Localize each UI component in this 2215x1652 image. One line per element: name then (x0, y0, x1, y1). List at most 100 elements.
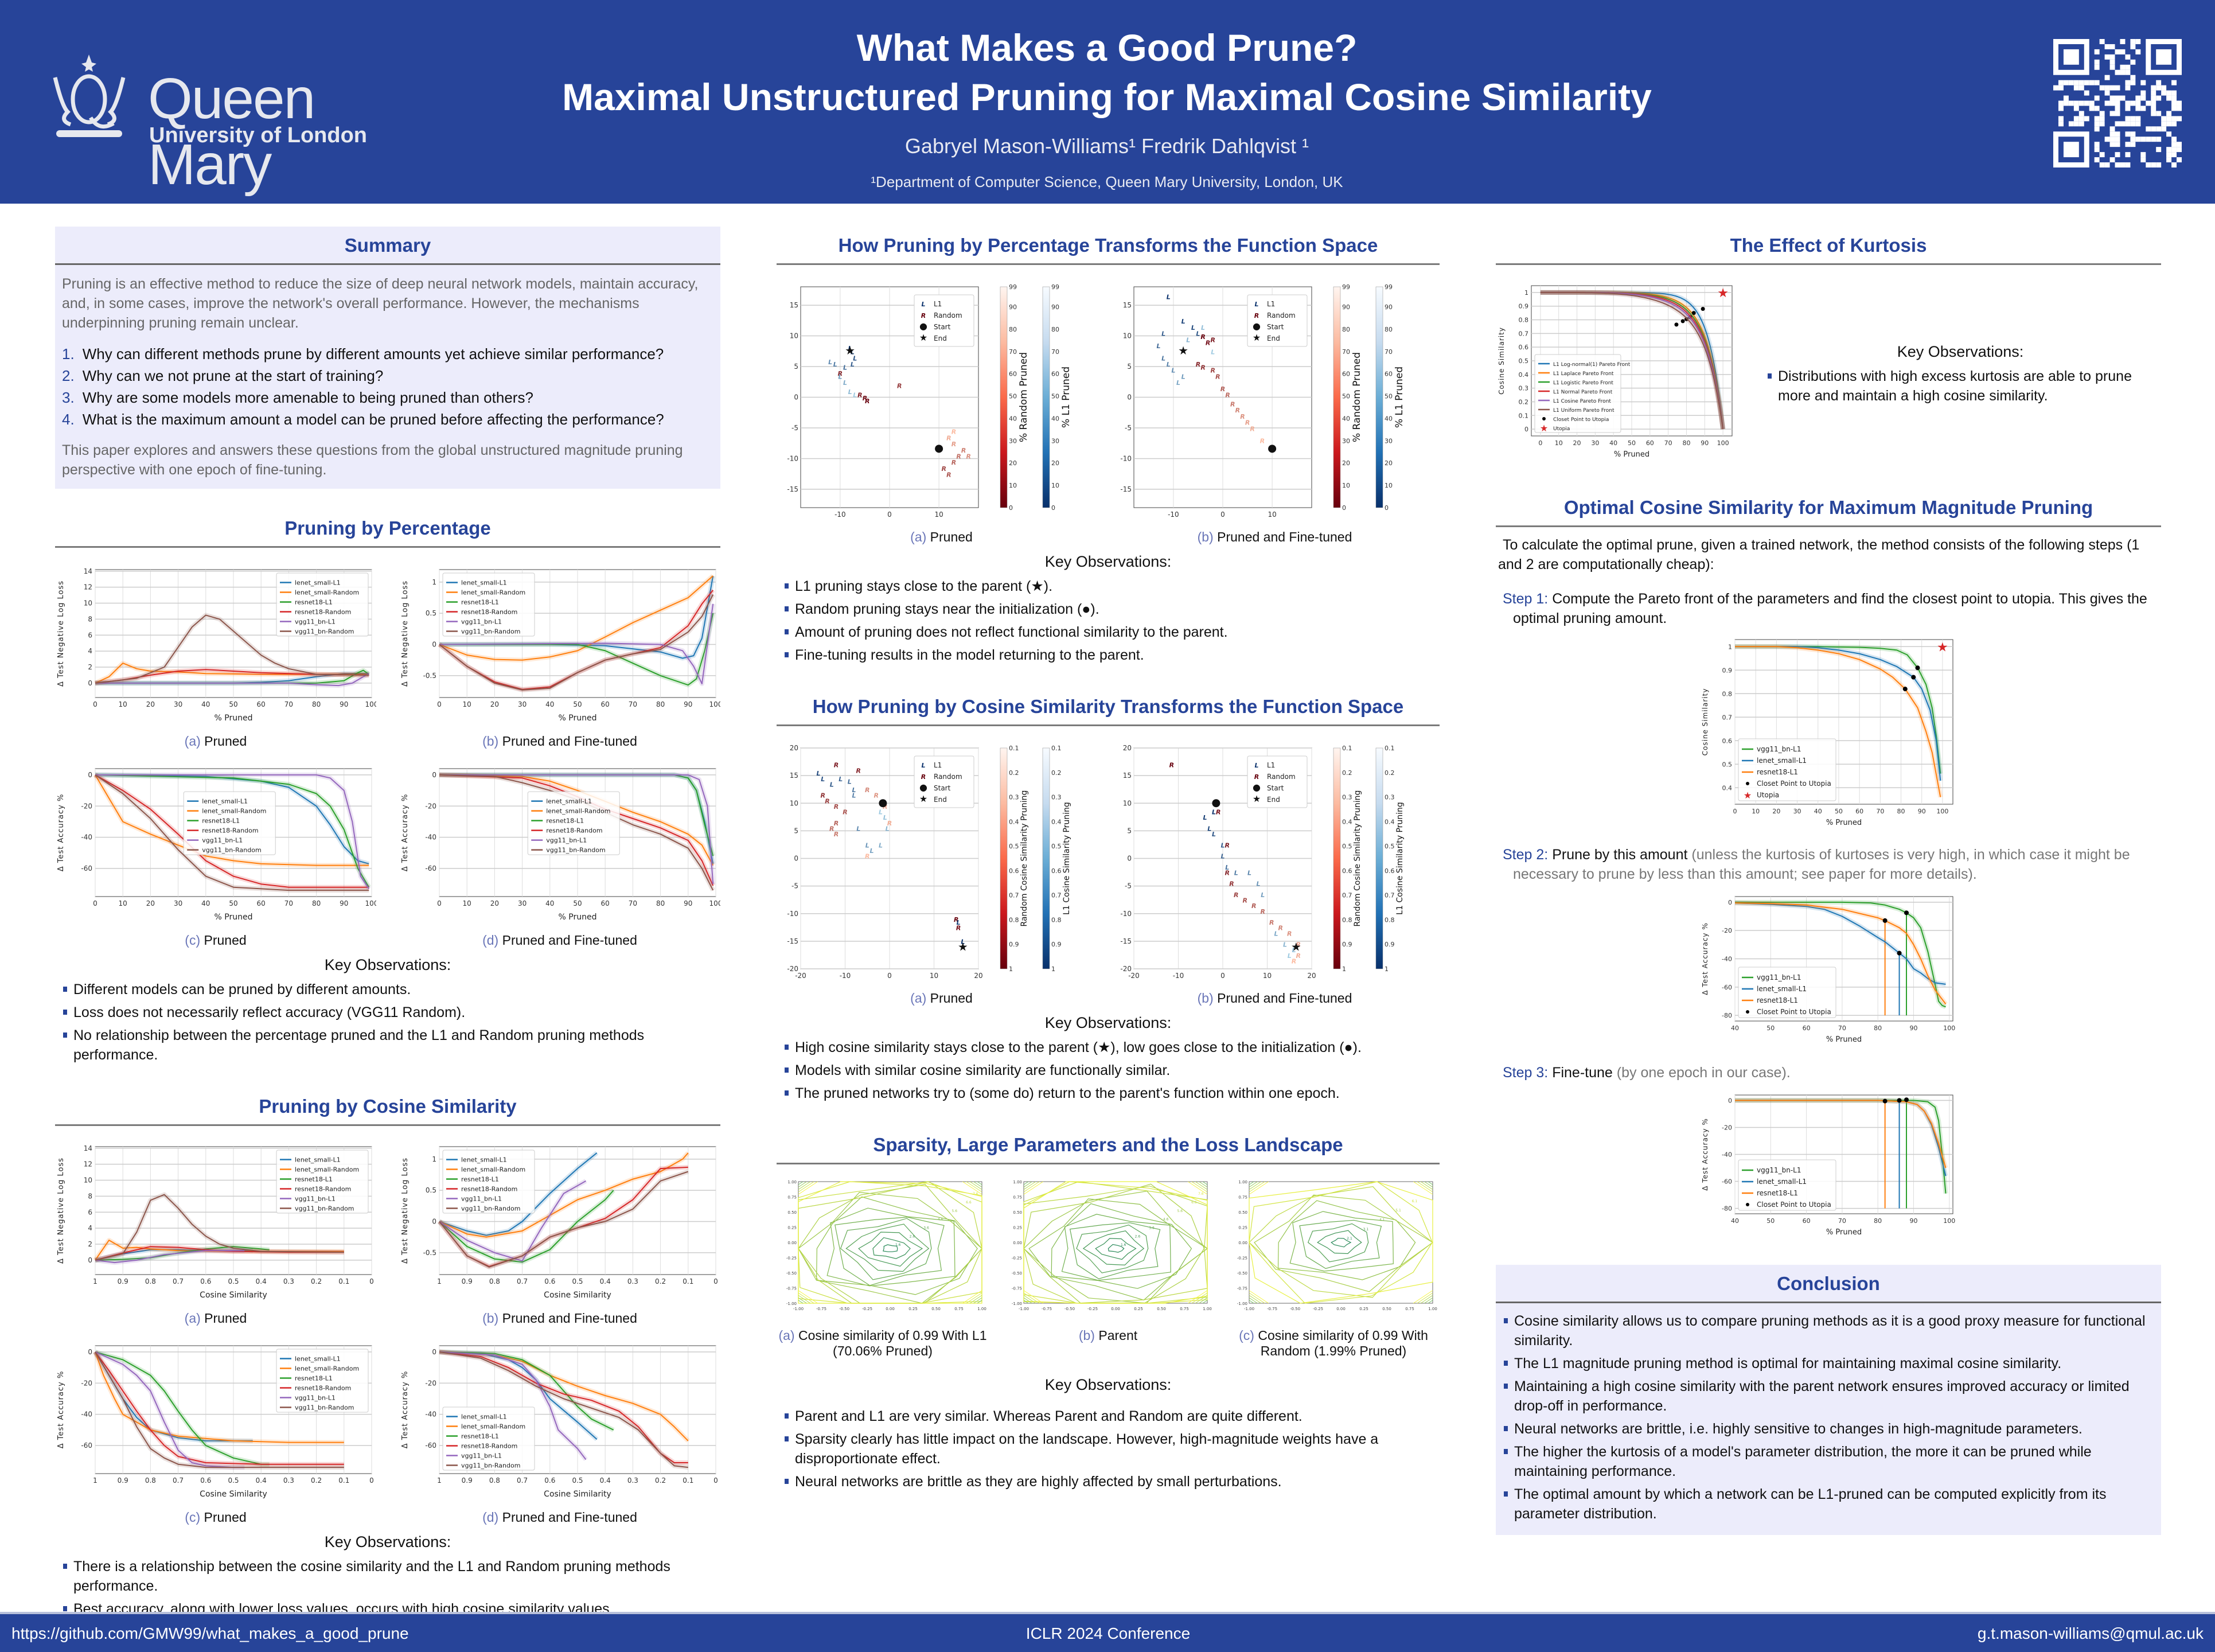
y-tick-label: 1 (1524, 289, 1528, 297)
y-tick-label: -60 (425, 1441, 436, 1450)
pareto-front-chart: 0 10 20 30 40 50 60 70 80 90 100 0.4 0.5 0.6 0.7 0.8 0.9… (1699, 634, 1957, 832)
y-tick-label: 10 (84, 599, 92, 607)
y-tick-label: -60 (1722, 1178, 1732, 1186)
series-line (439, 1190, 614, 1263)
random-point-marker: R (1296, 952, 1301, 960)
colorbar-tick-label: 90 (1009, 303, 1017, 311)
random-point-marker: R (856, 767, 861, 774)
y-tick-label: -80 (1722, 1205, 1732, 1213)
x-tick-label: 100 (1943, 1217, 1955, 1225)
x-tick-label: 10 (1263, 972, 1272, 980)
x-tick-label: 50 (1628, 439, 1636, 447)
x-tick-label: 80 (656, 899, 665, 907)
contour-line (798, 1295, 811, 1304)
key-observations-heading: Key Observations: (1897, 342, 2024, 360)
contour-line (1249, 1298, 1258, 1304)
x-tick-label: 0.50 (931, 1307, 941, 1311)
l1-point-marker: L (869, 847, 873, 855)
series-line (95, 1250, 245, 1264)
y-tick-label: 0.7 (1722, 714, 1733, 721)
qr-code-icon[interactable] (2053, 39, 2182, 167)
colorbar-tick-label: 50 (1009, 393, 1017, 400)
y-tick-label: 0.9 (1519, 303, 1529, 310)
y-tick-label: 1.00 (1013, 1180, 1022, 1185)
y-tick-label: 6 (88, 631, 92, 639)
contour-line (1277, 1200, 1416, 1280)
y-tick-label: -10 (1120, 910, 1132, 918)
poster-header: Queen Mary University of London What Mak… (0, 0, 2215, 204)
y-tick-label: 0.00 (1238, 1241, 1247, 1245)
section-title: How Pruning by Cosine Similarity Transfo… (777, 688, 1440, 726)
observations-list: High cosine similarity stays close to th… (777, 1038, 1440, 1103)
key-observations-heading: Key Observations: (1044, 1376, 1172, 1393)
x-tick-label: 30 (174, 899, 182, 907)
l1-point-marker: L (865, 841, 869, 849)
y-tick-label: 6 (88, 1208, 92, 1216)
email-link[interactable]: g.t.mason-williams@qmul.ac.uk (1977, 1624, 2204, 1642)
contour-line (1417, 1292, 1433, 1304)
random-point-marker: R (843, 809, 847, 816)
colorbar-tick-label: 0.3 (1051, 794, 1062, 801)
contour-line (834, 1217, 945, 1286)
x-tick-label: -10 (1168, 511, 1179, 519)
y-tick-label: -15 (787, 937, 798, 945)
affiliation: ¹Department of Computer Science, Queen M… (871, 173, 1343, 190)
l1-point-marker: L (833, 361, 837, 368)
colorbar-tick-label: 0 (1385, 504, 1389, 512)
legend-label: resnet18-L1 (202, 817, 240, 825)
legend-label: resnet18-L1 (461, 1433, 499, 1440)
contour-line (1420, 1295, 1433, 1304)
l1-point-marker: L (816, 770, 820, 777)
x-tick-label: 70 (1876, 808, 1884, 815)
y-tick-label: 0.7 (1519, 330, 1529, 337)
y-tick-label: -60 (81, 1441, 92, 1450)
closest-point-marker (1691, 311, 1696, 315)
x-tick-label: 0.1 (338, 1476, 349, 1485)
colorbar-tick-label: 40 (1009, 415, 1017, 422)
loss-landscape-parent-contour: -1.00 -0.75 -0.50 -0.25 0.00 0.25 0.50 0.75 1.00… (1002, 1178, 1214, 1322)
series-line (439, 1351, 587, 1460)
x-axis-label: % Pruned (1826, 819, 1862, 827)
legend-label: End (934, 796, 947, 804)
step2-accuracy-chart: 40 50 60 70 80 90 100 -80 -60 -40 -20 0 % Pruned Δ Te… (1699, 891, 1957, 1049)
colorbar (1375, 286, 1383, 508)
contour-line (1249, 1181, 1258, 1187)
observations-list: L1 pruning stays close to the parent (★)… (777, 576, 1440, 665)
step-2: Step 2: Prune by this amount (unless the… (1496, 845, 2161, 884)
l1-point-marker: L (852, 792, 856, 800)
x-tick-label: 90 (1701, 439, 1709, 447)
figure-caption: (b) Pruned and Fine-tuned (1197, 529, 1352, 544)
x-tick-label: 80 (1682, 439, 1690, 447)
colorbar-tick-label: 70 (1342, 348, 1350, 356)
contour-line (1249, 1181, 1262, 1190)
observation-item: Random pruning stays near the initializa… (783, 599, 1433, 619)
x-tick-label: 30 (518, 899, 527, 907)
random-point-marker: R (1260, 438, 1265, 445)
series-line (439, 1351, 689, 1441)
legend-marker-icon: ● (1253, 782, 1261, 793)
x-tick-label: 0.9 (462, 1277, 473, 1285)
l1-point-marker: L (883, 814, 887, 821)
random-point-marker: R (1229, 880, 1234, 888)
y-tick-label: -40 (81, 833, 92, 841)
contour-line (883, 1244, 898, 1252)
colorbar (1042, 747, 1050, 969)
conclusion-item: The optimal amount by which a network ca… (1503, 1485, 2154, 1524)
series-line (95, 1194, 344, 1261)
function-space-percentage-section: How Pruning by Percentage Transforms the… (777, 227, 1440, 665)
legend-marker-icon: R (921, 312, 926, 320)
legend-marker-icon: L (921, 301, 925, 308)
colorbar-tick-label: 0.7 (1051, 892, 1062, 899)
contour-label: 7.6 (1198, 1192, 1204, 1196)
contour-label: 1.6 (1121, 1243, 1126, 1247)
y-tick-label: 0.6 (1519, 344, 1529, 351)
github-link[interactable]: https://github.com/GMW99/what_makes_a_go… (11, 1624, 409, 1642)
colorbar (1000, 286, 1008, 508)
legend-box (276, 1349, 369, 1413)
legend-box (1738, 1159, 1836, 1211)
series-line (95, 663, 369, 684)
summary-box: Summary Pruning is an effective method t… (55, 227, 720, 489)
x-tick-label: 0.4 (256, 1277, 267, 1285)
y-tick-label: -20 (787, 965, 798, 973)
random-point-marker: R (897, 382, 902, 389)
